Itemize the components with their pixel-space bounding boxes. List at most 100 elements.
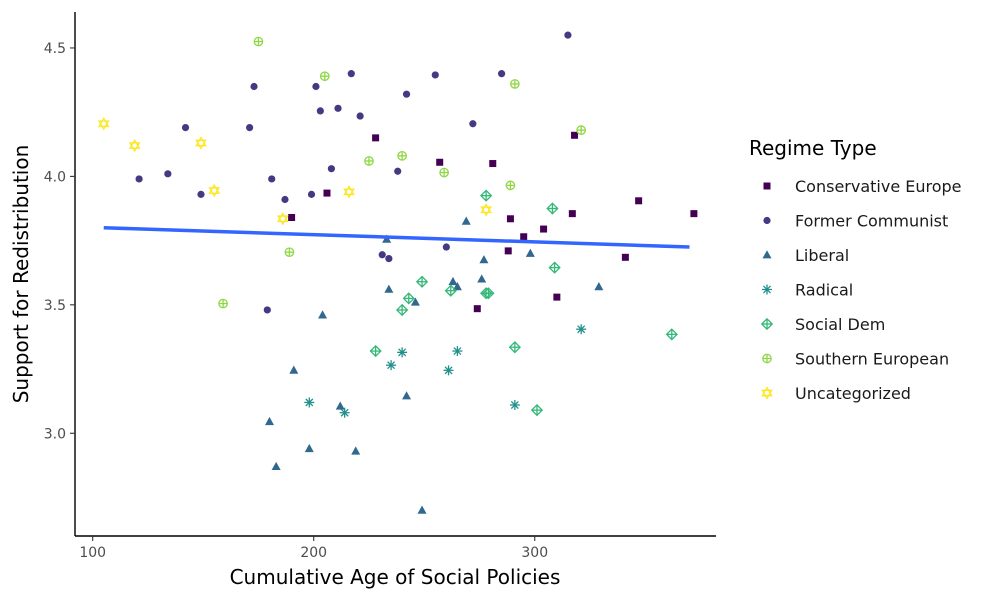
data-point bbox=[343, 185, 355, 199]
data-point bbox=[568, 210, 576, 218]
data-point bbox=[276, 212, 289, 226]
x-tick-label: 100 bbox=[79, 545, 106, 561]
y-tick-label: 4.5 bbox=[44, 41, 66, 57]
legend-item: Southern European bbox=[762, 350, 949, 369]
data-point bbox=[489, 160, 497, 168]
data-point bbox=[402, 391, 412, 400]
data-point bbox=[307, 190, 316, 198]
legend-title: Regime Type bbox=[749, 136, 877, 160]
legend-label: Former Communist bbox=[795, 212, 948, 231]
data-point bbox=[369, 344, 382, 358]
data-point bbox=[665, 328, 678, 341]
legend-key bbox=[760, 317, 774, 331]
y-tick-label: 3.5 bbox=[44, 298, 66, 314]
data-point bbox=[431, 71, 439, 79]
data-point bbox=[128, 138, 141, 153]
legend-item: Uncategorized bbox=[761, 384, 911, 403]
data-point bbox=[288, 213, 296, 221]
data-point bbox=[289, 365, 299, 374]
data-point bbox=[571, 131, 579, 139]
data-point bbox=[505, 180, 516, 191]
data-point bbox=[372, 134, 380, 142]
data-point bbox=[304, 443, 314, 453]
legend-label: Southern European bbox=[795, 350, 949, 369]
legend-label: Radical bbox=[795, 281, 853, 300]
data-point bbox=[436, 158, 444, 166]
data-point bbox=[197, 190, 205, 198]
data-point bbox=[576, 125, 587, 136]
legend-key bbox=[763, 182, 771, 190]
data-point bbox=[509, 400, 520, 410]
data-point bbox=[594, 282, 604, 291]
data-point bbox=[452, 346, 463, 357]
legend-item: Conservative Europe bbox=[763, 177, 962, 196]
legend-key bbox=[762, 353, 772, 364]
data-point bbox=[385, 254, 393, 263]
data-point bbox=[195, 136, 207, 150]
data-point bbox=[181, 123, 190, 132]
data-point bbox=[508, 341, 521, 354]
data-point bbox=[208, 183, 221, 198]
data-point bbox=[351, 446, 361, 455]
data-point bbox=[312, 82, 320, 91]
data-point bbox=[253, 36, 264, 47]
data-point bbox=[334, 104, 342, 112]
data-point bbox=[576, 324, 587, 335]
data-point bbox=[530, 404, 544, 417]
data-point bbox=[397, 347, 408, 358]
data-point bbox=[265, 416, 275, 426]
legend-key bbox=[763, 216, 771, 225]
data-point bbox=[635, 197, 643, 205]
legend-key bbox=[762, 284, 772, 295]
data-point bbox=[469, 120, 477, 128]
legend-item: Former Communist bbox=[763, 212, 948, 231]
data-point bbox=[546, 202, 559, 215]
data-point bbox=[396, 303, 409, 317]
data-point bbox=[268, 175, 276, 183]
data-point bbox=[364, 156, 374, 166]
data-point bbox=[402, 292, 415, 305]
data-point bbox=[304, 397, 315, 408]
data-point bbox=[497, 70, 506, 78]
data-point bbox=[339, 407, 350, 418]
data-point bbox=[448, 276, 458, 286]
legend-item: Liberal bbox=[762, 246, 849, 265]
data-point bbox=[479, 255, 489, 264]
data-point bbox=[442, 243, 450, 251]
data-point bbox=[402, 90, 411, 98]
data-point bbox=[504, 247, 512, 255]
data-point bbox=[473, 305, 481, 313]
data-point bbox=[477, 274, 487, 283]
data-point bbox=[394, 167, 402, 175]
data-point bbox=[323, 189, 331, 197]
data-point bbox=[525, 248, 535, 257]
legend: Conservative Europe Former Communist Liber… bbox=[760, 177, 962, 403]
legend-label: Conservative Europe bbox=[795, 177, 962, 196]
x-tick-label: 200 bbox=[300, 545, 327, 561]
data-point bbox=[415, 275, 429, 288]
data-point bbox=[506, 215, 514, 223]
x-axis-title: Cumulative Age of Social Policies bbox=[230, 565, 561, 589]
data-point bbox=[452, 282, 462, 291]
data-point bbox=[397, 150, 407, 161]
y-tick-label: 3.0 bbox=[44, 426, 66, 442]
data-point bbox=[540, 225, 548, 233]
y-tick-label: 4.0 bbox=[44, 169, 66, 185]
y-axis-title: Support for Redistribution bbox=[9, 145, 33, 404]
data-point bbox=[482, 287, 495, 300]
data-point bbox=[439, 167, 449, 178]
data-point bbox=[318, 310, 328, 319]
legend-label: Liberal bbox=[795, 246, 849, 265]
trend-line bbox=[103, 226, 690, 249]
data-point bbox=[384, 284, 394, 293]
legend-key bbox=[762, 250, 772, 259]
ticks-layer: 100 200 300 3.0 3.5 4.0 4.5 bbox=[44, 41, 548, 561]
data-point bbox=[284, 247, 295, 258]
legend-item: Radical bbox=[762, 281, 853, 300]
data-point bbox=[271, 461, 281, 471]
data-point bbox=[461, 216, 471, 225]
data-point bbox=[548, 261, 561, 274]
data-point bbox=[690, 210, 698, 218]
